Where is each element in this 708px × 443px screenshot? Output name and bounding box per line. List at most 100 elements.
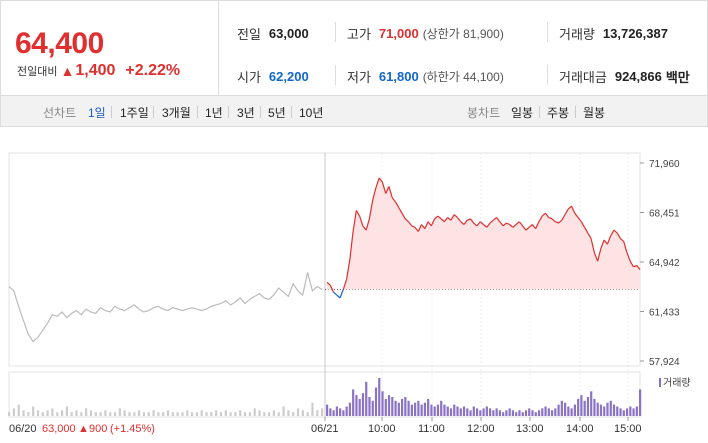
volume-bar-today (560, 400, 563, 416)
period-toolbar: 선차트 1일 1주일 3개월 1년 3년 5년 10년 봉차트 일봉 주봉 월봉 (0, 96, 708, 127)
x-tick-label: 14:00 (566, 423, 594, 435)
x-tick-label: 11:00 (418, 423, 445, 435)
volume-bar-today (374, 387, 378, 416)
volume-bar-prev (205, 412, 208, 416)
series-today-segment (577, 217, 582, 223)
volume-bar-prev (51, 408, 54, 416)
series-today-segment (401, 212, 406, 220)
series-today-segment (388, 186, 393, 198)
series-today-segment (499, 221, 504, 227)
volume-bar-prev (263, 412, 266, 416)
series-today-segment (385, 186, 390, 194)
period-1w[interactable]: 1주일 (120, 106, 149, 120)
volume-bar-today (391, 397, 394, 416)
volume-bar-prev (99, 412, 102, 416)
volume-bar-today (515, 412, 518, 416)
series-today-segment (489, 219, 494, 224)
series-today-segment (336, 294, 341, 299)
volume-bar-prev (41, 412, 44, 416)
candle-daily[interactable]: 일봉 (511, 106, 534, 120)
volume-bar-today (639, 389, 642, 416)
open-value: 62,200 (268, 69, 309, 84)
volume-bar-today (348, 402, 352, 416)
volume-bar-prev (210, 412, 213, 416)
volume-bar-prev (243, 412, 247, 416)
series-today-segment (473, 222, 478, 227)
candle-weekly[interactable]: 주봉 (547, 106, 570, 120)
series-today-segment (528, 224, 533, 228)
volume-bar-today (482, 408, 485, 416)
volume-bar-prev (195, 412, 198, 416)
series-today-segment (538, 215, 543, 222)
volume-bar-today (423, 402, 427, 416)
volume-bar-today (449, 408, 453, 416)
series-today-segment (466, 218, 471, 221)
volume-bar-prev (296, 408, 300, 416)
series-today-segment (345, 259, 351, 280)
stat-volume: 거래량 13,726,387 (559, 24, 668, 43)
volume-bar-prev (282, 406, 285, 416)
series-today-segment (570, 205, 576, 214)
change-percent: +2.22% (125, 62, 181, 79)
series-today-segment (450, 214, 455, 221)
series-today-segment (522, 225, 527, 231)
period-3m[interactable]: 3개월 (162, 106, 191, 120)
volume-bar-today (485, 406, 488, 416)
volume-bar-prev (70, 412, 73, 416)
volume-legend-swatch (659, 378, 661, 387)
volume-bar-prev (268, 412, 271, 416)
volume-bar-today (352, 389, 355, 416)
volume-bar-prev (65, 406, 68, 416)
series-today-segment (496, 217, 501, 223)
series-today-segment (398, 207, 403, 214)
y-tick-label: 61,433 (649, 308, 680, 319)
volume-bar-today (583, 400, 586, 416)
volume-bar-today (427, 398, 430, 416)
volume-bar-today (586, 397, 590, 416)
series-today-segment (603, 239, 608, 245)
series-today-segment (613, 229, 618, 234)
volume-bar-today (378, 378, 381, 416)
stat-low: 저가 61,800 (하한가 44,100) (347, 67, 504, 86)
period-3y[interactable]: 3년 (237, 106, 255, 120)
volume-bar-today (606, 402, 609, 416)
series-today-segment (580, 221, 586, 228)
volume-bar-today (492, 410, 495, 416)
period-10y[interactable]: 10년 (299, 106, 324, 120)
upper-limit: (상한가 81,900) (422, 27, 504, 41)
period-5y[interactable]: 5년 (268, 106, 286, 120)
volume-bar-prev (253, 408, 256, 416)
volume-bar-prev (321, 408, 324, 416)
series-today-segment (424, 221, 429, 229)
volume-bar-today (619, 408, 622, 416)
candle-monthly[interactable]: 월봉 (583, 106, 606, 120)
lower-limit: (하한가 44,100) (422, 70, 504, 84)
volume-bar-today (368, 397, 371, 416)
prev-label: 전일 (237, 27, 261, 42)
volume-bar-prev (166, 410, 170, 416)
volume-bar-today (495, 408, 498, 416)
series-today-segment (375, 177, 380, 189)
volume-bar-today (547, 408, 550, 416)
series-today-segment (486, 222, 491, 228)
period-1d[interactable]: 1일 (88, 106, 106, 120)
x-tick-label: 13:00 (516, 423, 544, 435)
volume-bar-today (612, 404, 616, 416)
volume-bar-today (544, 406, 547, 416)
volume-label: 거래량 (559, 27, 595, 42)
change-value: 1,400 (75, 62, 116, 79)
volume-bar-today (355, 395, 358, 416)
volume-bar-today (339, 408, 342, 416)
series-today-segment (447, 216, 452, 221)
volume-bar-today (371, 400, 374, 416)
series-today-segment (421, 224, 426, 230)
period-1y[interactable]: 1년 (205, 106, 223, 120)
open-label: 시가 (237, 70, 261, 85)
volume-bar-today (554, 408, 557, 416)
volume-bar-today (599, 404, 603, 416)
series-today-segment (629, 260, 634, 268)
volume-bar-prev (219, 412, 223, 416)
series-today-segment (610, 229, 615, 237)
series-today-segment (359, 215, 364, 227)
